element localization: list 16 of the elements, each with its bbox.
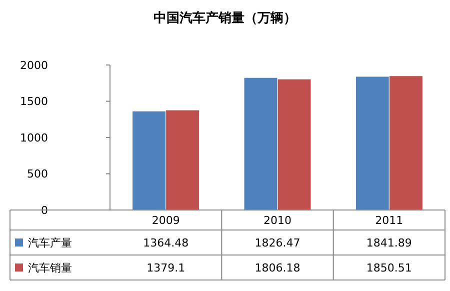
data-label: 1850.51 [366,261,412,274]
data-label: 1379.1 [146,261,186,274]
x-tick-label: 2010 [264,214,292,227]
x-tick-label: 2011 [375,214,404,227]
data-label: 1841.89 [366,236,412,250]
data-label: 1826.47 [254,236,300,250]
x-tick-label: 2009 [152,214,180,227]
y-tick-label: 1500 [20,95,48,108]
legend-label: 汽车产量 [28,236,72,250]
legend-label: 汽车销量 [28,261,72,274]
y-tick-label: 500 [27,168,48,181]
data-label: 1364.48 [143,236,189,250]
chart-title: 中国汽车产销量（万辆） [154,10,296,26]
y-tick-label: 2000 [20,58,48,72]
y-tick-label: 1000 [20,131,48,144]
data-label: 1806.18 [254,261,300,274]
